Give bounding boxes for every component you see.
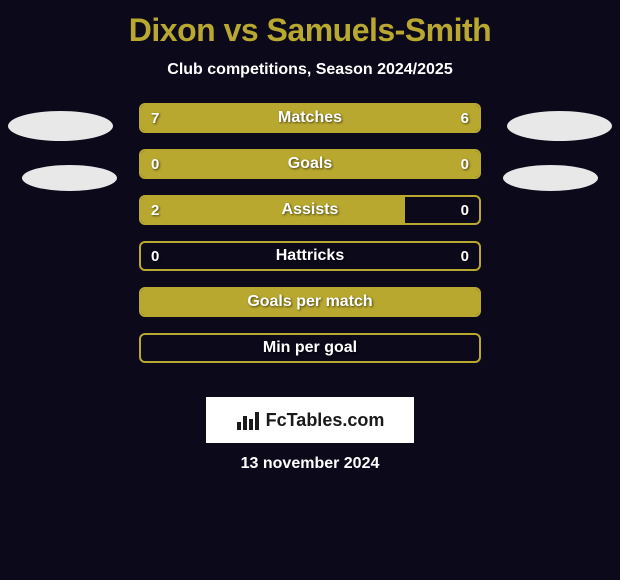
- bar-label: Goals: [141, 151, 479, 177]
- player-right-ellipse-1: [507, 111, 612, 141]
- fctables-logo: FcTables.com: [206, 397, 414, 443]
- bar-row-matches: 7 Matches 6: [139, 103, 481, 133]
- bar-row-hattricks: 0 Hattricks 0: [139, 241, 481, 271]
- bar-value-right: 0: [461, 243, 469, 269]
- page-title: Dixon vs Samuels-Smith: [0, 0, 620, 49]
- bar-row-goals-per-match: Goals per match: [139, 287, 481, 317]
- bar-row-assists: 2 Assists 0: [139, 195, 481, 225]
- page-subtitle: Club competitions, Season 2024/2025: [0, 61, 620, 79]
- logo-text: FcTables.com: [266, 410, 385, 431]
- bars-container: 7 Matches 6 0 Goals 0 2 Assists 0 0 Hatt…: [139, 103, 481, 379]
- player-left-ellipse-2: [22, 165, 117, 191]
- bar-value-right: 0: [461, 151, 469, 177]
- bar-label: Min per goal: [141, 335, 479, 361]
- bar-label: Matches: [141, 105, 479, 131]
- bar-row-min-per-goal: Min per goal: [139, 333, 481, 363]
- chart-bars-icon: [236, 410, 262, 430]
- player-right-ellipse-2: [503, 165, 598, 191]
- bar-label: Assists: [141, 197, 479, 223]
- date-label: 13 november 2024: [0, 455, 620, 473]
- bar-row-goals: 0 Goals 0: [139, 149, 481, 179]
- comparison-chart: 7 Matches 6 0 Goals 0 2 Assists 0 0 Hatt…: [0, 117, 620, 387]
- bar-value-right: 0: [461, 197, 469, 223]
- bar-value-right: 6: [461, 105, 469, 131]
- bar-label: Goals per match: [141, 289, 479, 315]
- player-left-ellipse-1: [8, 111, 113, 141]
- bar-label: Hattricks: [141, 243, 479, 269]
